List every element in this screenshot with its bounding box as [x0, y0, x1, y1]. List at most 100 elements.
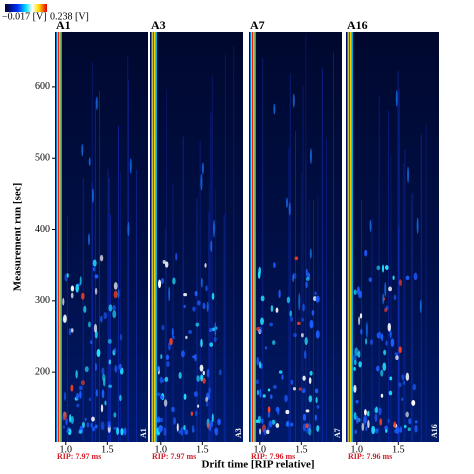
spot [202, 377, 206, 384]
spot [363, 415, 368, 424]
spot [79, 390, 82, 399]
spot [256, 356, 260, 366]
rip-label: RIP: 7.96 ms [251, 452, 295, 461]
panel-title: A7 [250, 18, 265, 32]
spot [255, 379, 260, 385]
spot [204, 263, 207, 268]
spot [419, 299, 422, 314]
spot [376, 365, 380, 372]
spot [78, 429, 83, 434]
x-tick-label: 1.5 [392, 444, 405, 455]
spot [258, 361, 262, 369]
spot [385, 429, 388, 433]
spot [218, 369, 222, 376]
spot [84, 366, 89, 373]
colorbar-min-label: −0.017 [V] [2, 11, 47, 22]
spot [257, 415, 262, 424]
spot [290, 422, 294, 427]
spot [285, 409, 290, 415]
spot [66, 273, 69, 278]
spot [161, 324, 165, 331]
spot [380, 333, 384, 342]
spot [99, 254, 104, 262]
spot [70, 285, 75, 292]
spot [361, 422, 365, 431]
spot [411, 400, 416, 406]
spot [294, 256, 299, 261]
spot [314, 388, 319, 394]
spot [76, 393, 80, 400]
spot [401, 374, 405, 381]
spot [258, 266, 262, 275]
spot [84, 417, 87, 422]
spot [298, 387, 303, 391]
y-tick-label: 500 [35, 153, 50, 164]
spot [168, 286, 171, 302]
spot [171, 406, 175, 412]
spot [160, 354, 163, 359]
spot [353, 359, 357, 366]
spot [399, 279, 402, 286]
spot [101, 367, 105, 376]
spot [156, 392, 161, 397]
panel-corner-label: A3 [234, 428, 243, 438]
y-tick-label: 400 [35, 224, 50, 235]
spot [366, 410, 370, 417]
spot [270, 305, 274, 313]
spot [92, 259, 97, 267]
spot [271, 419, 276, 425]
spot [200, 173, 203, 191]
y-tick-label: 600 [35, 81, 50, 92]
spot [196, 375, 200, 382]
spot [371, 425, 376, 435]
spot [79, 276, 82, 286]
spot [258, 326, 263, 334]
spot [374, 407, 377, 413]
spot [95, 96, 98, 111]
spot [353, 412, 357, 421]
rip-label: RIP: 7.97 ms [57, 452, 101, 461]
spot [180, 426, 184, 436]
spot [202, 370, 205, 376]
spot [92, 267, 96, 272]
spot [292, 387, 297, 391]
spot [205, 402, 209, 407]
spot [290, 316, 294, 322]
spot [298, 292, 301, 311]
spot [358, 316, 361, 326]
spot [387, 418, 390, 424]
spot [94, 287, 98, 295]
spot [412, 383, 417, 391]
spot [278, 370, 283, 374]
spot [267, 388, 271, 392]
spot [309, 370, 313, 376]
spot [70, 415, 74, 424]
spot [104, 400, 107, 406]
y-tick-label: 300 [35, 295, 50, 306]
spot [197, 300, 201, 306]
spot [188, 329, 192, 334]
heatmap-panel [249, 32, 342, 442]
spot [192, 306, 196, 312]
spot [414, 420, 418, 424]
spot [175, 252, 178, 261]
spot [403, 424, 407, 429]
panel-background [346, 32, 439, 442]
spot [159, 417, 164, 423]
spot [405, 411, 409, 418]
spot [389, 330, 392, 339]
spot [100, 404, 104, 413]
spot [264, 346, 268, 350]
x-tick-label: 1.0 [60, 444, 73, 455]
spot [301, 317, 304, 322]
spot [94, 274, 99, 279]
spot [100, 315, 103, 323]
rip-label: RIP: 7.97 ms [152, 452, 196, 461]
spot [270, 394, 273, 400]
spot [211, 292, 215, 300]
spot [209, 328, 213, 332]
spot [358, 361, 362, 368]
spot [120, 428, 124, 436]
spot [160, 277, 165, 285]
spot [301, 389, 306, 394]
